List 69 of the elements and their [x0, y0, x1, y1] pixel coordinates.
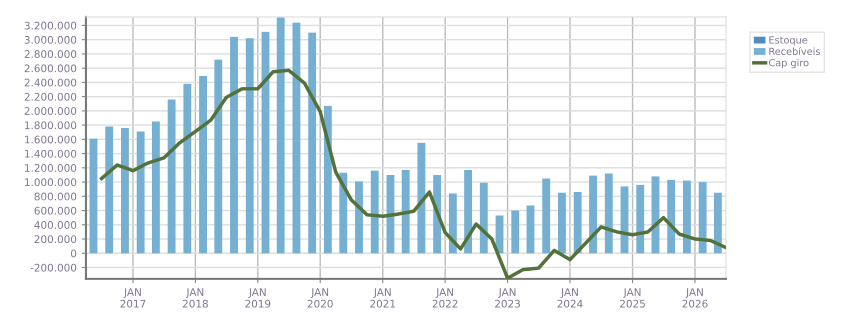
bar: [542, 178, 550, 254]
bar: [511, 210, 520, 254]
y-tick-label: 400.000: [34, 221, 76, 229]
y-tick-label: 2.200.000: [24, 92, 76, 101]
bar: [604, 174, 613, 254]
bar: [292, 22, 300, 254]
bar: [105, 126, 114, 254]
bar: [652, 176, 660, 254]
y-tick-label: 200.000: [34, 235, 76, 244]
y-tick-label: 1.200.000: [25, 164, 76, 172]
bar: [262, 32, 270, 254]
y-tick-label: 1.800.000: [25, 121, 76, 130]
x-tick-label: JAN 2021: [370, 288, 396, 308]
bar: [698, 182, 707, 254]
y-tick-label: 1.400.000: [25, 150, 76, 158]
bar: [589, 176, 597, 254]
y-tick-label: 2.600.000: [24, 64, 76, 72]
y-tick-label: -200.000: [30, 264, 76, 272]
bar: [402, 170, 410, 254]
x-tick-label: JAN 2017: [120, 288, 146, 308]
y-tick-label: 2.400.000: [24, 78, 76, 87]
bar: [246, 38, 254, 254]
bar: [558, 192, 566, 254]
y-tick-label: 1.600.000: [25, 136, 76, 144]
x-tick-label: JAN 2019: [245, 288, 270, 308]
bar: [136, 132, 145, 254]
x-tick-label: JAN 2023: [495, 288, 520, 308]
y-tick-label: 800.000: [34, 192, 76, 200]
bar: [199, 76, 207, 254]
bar: [355, 181, 363, 254]
bar: [183, 84, 192, 254]
bar: [526, 206, 534, 254]
y-tick-label: 2.800.000: [24, 50, 76, 58]
bar: [464, 170, 472, 254]
legend-label: Recebíveis: [769, 47, 820, 56]
bar: [214, 60, 222, 254]
y-tick-label: 0: [70, 249, 76, 258]
x-tick-label: JAN 2026: [682, 288, 708, 308]
bar: [308, 32, 316, 254]
y-tick-label: 3.000.000: [24, 36, 76, 44]
bar: [636, 184, 644, 254]
line-series: [100, 68, 726, 279]
bar: [714, 192, 722, 254]
bar: [90, 138, 98, 254]
x-tick-label: JAN 2018: [182, 288, 208, 308]
y-tick-label: 3.200.000: [24, 22, 76, 30]
y-tick-label: 600.000: [34, 206, 76, 215]
bar: [152, 122, 160, 254]
bar: [682, 180, 691, 254]
bar: [121, 128, 129, 254]
bar: [417, 142, 426, 254]
bar: [324, 106, 332, 254]
x-tick-label: JAN 2020: [308, 288, 333, 308]
bar: [230, 36, 238, 254]
bar: [496, 216, 504, 254]
bar: [386, 174, 394, 254]
bar: [620, 186, 628, 254]
y-tick-label: 2.000.000: [24, 107, 76, 115]
bar: [448, 193, 457, 254]
x-tick-label: JAN 2022: [432, 288, 458, 308]
bar: [370, 170, 379, 254]
legend-label: Estoque: [769, 36, 808, 46]
x-tick-label: JAN 2024: [557, 288, 583, 308]
x-tick-label: JAN 2025: [620, 288, 645, 308]
legend-label: Cap giro: [768, 58, 809, 68]
bar: [168, 99, 176, 254]
y-tick-label: 1.000.000: [25, 178, 76, 186]
bar: [574, 192, 582, 254]
bar: [276, 18, 285, 254]
